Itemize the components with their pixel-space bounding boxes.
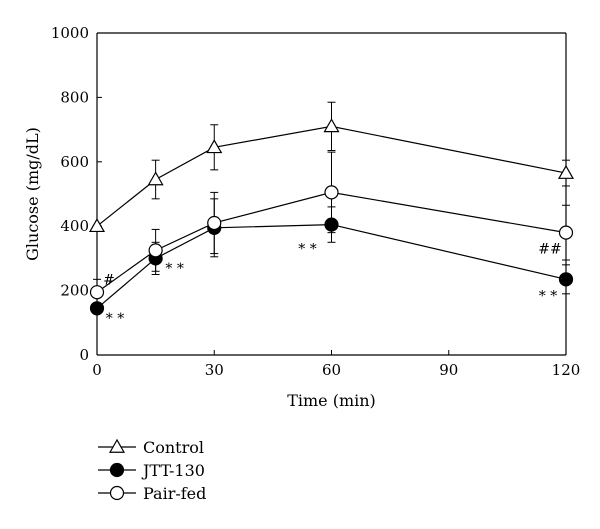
point-jtt-130-60 xyxy=(324,217,339,232)
x-tick-label-60: 60 xyxy=(322,361,341,379)
point-control-60 xyxy=(323,118,340,133)
x-axis-title: Time (min) xyxy=(287,391,376,410)
point-pair-fed-60 xyxy=(324,185,339,200)
x-tick-label-0: 0 xyxy=(92,361,102,379)
annotation-1: * * xyxy=(106,311,124,327)
point-jtt-130-120 xyxy=(558,272,574,287)
annotation-4: ## xyxy=(538,242,561,258)
legend-label-pair-fed: Pair-fed xyxy=(143,484,206,503)
y-tick-label-800: 800 xyxy=(60,88,89,106)
series-markers xyxy=(88,118,575,316)
annotation-2: * * xyxy=(165,261,183,277)
point-pair-fed-0 xyxy=(89,285,105,300)
point-control-15 xyxy=(147,171,164,186)
point-jtt-130-0 xyxy=(89,301,105,316)
point-control-120 xyxy=(557,164,575,179)
point-control-30 xyxy=(206,139,223,154)
x-tick-label-120: 120 xyxy=(552,361,581,379)
y-axis-title: Glucose (mg/dL) xyxy=(23,127,42,261)
point-pair-fed-15 xyxy=(148,243,163,258)
y-tick-label-200: 200 xyxy=(60,282,89,300)
y-tick-label-1000: 1000 xyxy=(51,24,89,42)
annotation-5: * * xyxy=(539,288,557,304)
legend-label-control: Control xyxy=(143,438,204,457)
point-control-0 xyxy=(88,217,106,233)
point-pair-fed-120 xyxy=(558,225,574,240)
legend-marker-pair-fed xyxy=(109,485,125,501)
axes: 0 200 400 600 800 1000 0 30 60 90 120 xyxy=(51,24,581,379)
legend-label-jtt-130: JTT-130 xyxy=(141,461,205,480)
y-tick-label-0: 0 xyxy=(79,346,89,364)
legend-marker-jtt-130 xyxy=(109,462,125,478)
annotation-3: * * xyxy=(298,242,316,258)
y-tick-label-400: 400 xyxy=(60,217,89,235)
significance-annotations: # * * * * * * ## * * xyxy=(103,242,562,327)
annotation-0: # xyxy=(103,272,115,288)
point-pair-fed-30 xyxy=(207,215,222,231)
legend: Control JTT-130 Pair-fed xyxy=(98,438,206,503)
y-tick-label-600: 600 xyxy=(60,153,89,171)
x-tick-label-90: 90 xyxy=(439,361,458,379)
x-tick-label-30: 30 xyxy=(205,361,224,379)
legend-marker-control xyxy=(108,438,126,453)
